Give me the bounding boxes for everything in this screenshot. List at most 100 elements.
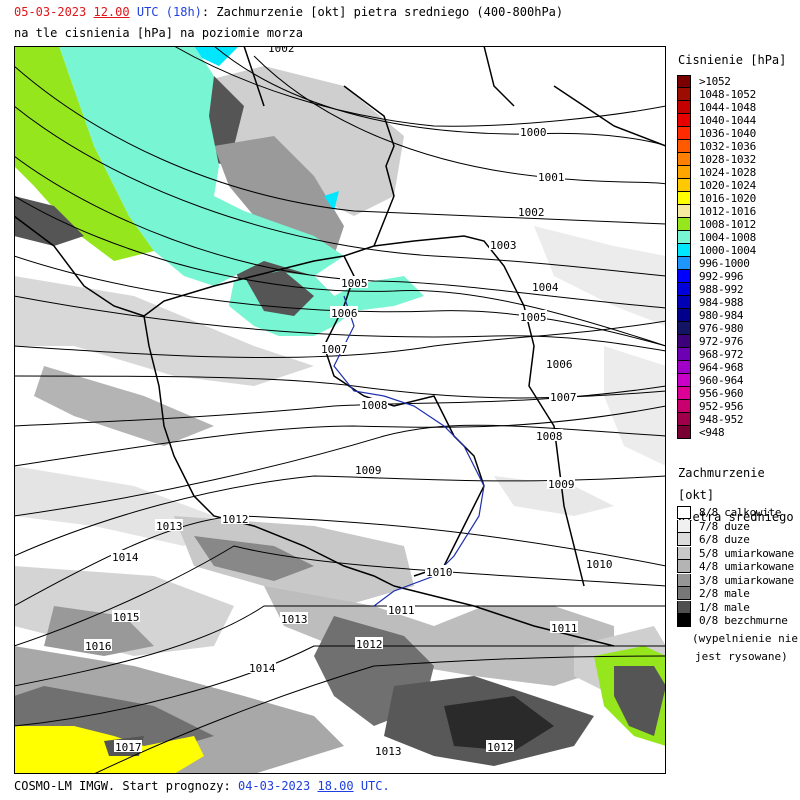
legend-label: 1032-1036 bbox=[699, 140, 756, 153]
legend-item: 1008-1012 bbox=[677, 218, 797, 231]
isobar-label: 1014 bbox=[249, 662, 276, 675]
legend-swatch bbox=[677, 192, 691, 205]
legend-item: 988-992 bbox=[677, 283, 797, 296]
legend-swatch bbox=[677, 166, 691, 179]
legend-label: 6/8 duze bbox=[699, 533, 750, 547]
legend-item: 956-960 bbox=[677, 387, 797, 400]
valid-time: 12.00 bbox=[93, 5, 130, 19]
valid-date: 05-03-2023 bbox=[14, 5, 87, 19]
legend-swatch bbox=[677, 205, 691, 218]
isobar-label: 1008 bbox=[536, 430, 563, 443]
legend-label: 1004-1008 bbox=[699, 231, 756, 244]
legend-swatch bbox=[677, 244, 691, 257]
footer-model: COSMO-LM IMGW. Start prognozy: bbox=[14, 779, 231, 793]
isobar-label: 1002 bbox=[268, 46, 295, 55]
isobar-label: 1014 bbox=[112, 551, 139, 564]
legend-swatch bbox=[677, 283, 691, 296]
isobar-label: 1008 bbox=[361, 399, 388, 412]
legend-item: 8/8 calkowite bbox=[677, 506, 800, 520]
isobar-label: 1003 bbox=[490, 239, 517, 252]
isobar-label: 1010 bbox=[426, 566, 453, 579]
footer-start-time: 18.00 bbox=[317, 779, 354, 793]
isobar-label: 1011 bbox=[388, 604, 415, 617]
legend-item: 948-952 bbox=[677, 413, 797, 426]
isobar-label: 1000 bbox=[520, 126, 547, 139]
legend-swatch bbox=[677, 387, 691, 400]
legend-swatch bbox=[677, 374, 691, 387]
isobar-labels: 1002 1000 1001 1002 1003 1004 1005 1005 … bbox=[84, 46, 613, 758]
legend-label: 1044-1048 bbox=[699, 101, 756, 114]
legend-label: 4/8 umiarkowane bbox=[699, 560, 794, 574]
legend-item: 1012-1016 bbox=[677, 205, 797, 218]
legend-label: 1012-1016 bbox=[699, 205, 756, 218]
legend-swatch bbox=[677, 179, 691, 192]
legend-swatch bbox=[677, 88, 691, 101]
cloud-legend-title: Zachmurzenie [okt] pietra sredniego bbox=[678, 462, 798, 528]
legend-item: 1044-1048 bbox=[677, 101, 797, 114]
legend-item: 3/8 umiarkowane bbox=[677, 573, 800, 588]
legend-label: 984-988 bbox=[699, 296, 744, 309]
legend-item: 996-1000 bbox=[677, 257, 797, 270]
legend-item: 1004-1008 bbox=[677, 231, 797, 244]
legend-label: 976-980 bbox=[699, 322, 744, 335]
legend-label: 956-960 bbox=[699, 387, 744, 400]
cloud-legend-note-line2: jest rysowane) bbox=[695, 650, 788, 663]
isobar-label: 1001 bbox=[538, 171, 565, 184]
legend-swatch bbox=[677, 519, 691, 533]
legend-swatch bbox=[677, 400, 691, 413]
legend-swatch bbox=[677, 218, 691, 231]
isobar-label: 1016 bbox=[85, 640, 112, 653]
legend-swatch bbox=[677, 587, 691, 601]
legend-item: 1028-1032 bbox=[677, 153, 797, 166]
legend-label: 1048-1052 bbox=[699, 88, 756, 101]
utc-label: UTC bbox=[136, 5, 159, 19]
isobar-label: 1005 bbox=[520, 311, 547, 324]
legend-label: 1028-1032 bbox=[699, 153, 756, 166]
legend-swatch bbox=[677, 533, 691, 547]
legend-item: 1016-1020 bbox=[677, 192, 797, 205]
isobar-label: 1004 bbox=[532, 281, 559, 294]
legend-label: 7/8 duze bbox=[699, 519, 750, 533]
legend-item: 972-976 bbox=[677, 335, 797, 348]
map-title: 05-03-2023 12.00 UTC (18h): Zachmurzenie… bbox=[14, 5, 563, 19]
isobar-label: 1009 bbox=[355, 464, 382, 477]
legend-label: 1016-1020 bbox=[699, 192, 756, 205]
legend-swatch bbox=[677, 361, 691, 374]
legend-swatch bbox=[677, 127, 691, 140]
legend-label: 964-968 bbox=[699, 361, 744, 374]
legend-label: 968-972 bbox=[699, 348, 744, 361]
cloud-legend-title-line1: Zachmurzenie [okt] bbox=[678, 466, 765, 502]
isobars bbox=[14, 46, 666, 774]
legend-swatch bbox=[677, 322, 691, 335]
map-frame bbox=[14, 46, 666, 774]
isobar-label: 1006 bbox=[331, 307, 358, 320]
legend-label: 996-1000 bbox=[699, 257, 750, 270]
legend-item: 968-972 bbox=[677, 348, 797, 361]
legend-item: 984-988 bbox=[677, 296, 797, 309]
cloud-legend: 8/8 calkowite 7/8 duze 6/8 duze 5/8 umiarko… bbox=[677, 506, 800, 628]
isobar-label: 1013 bbox=[156, 520, 183, 533]
legend-label: <948 bbox=[699, 426, 725, 439]
legend-swatch bbox=[677, 335, 691, 348]
pressure-legend-title: Cisnienie [hPa] bbox=[678, 53, 787, 67]
legend-item: 1000-1004 bbox=[677, 244, 797, 257]
legend-label: 8/8 calkowite bbox=[699, 506, 782, 520]
footer-start-date: 04-03-2023 bbox=[237, 779, 311, 793]
legend-item: 1/8 male bbox=[677, 600, 800, 615]
legend-label: 1008-1012 bbox=[699, 218, 756, 231]
legend-item: 7/8 duze bbox=[677, 519, 800, 534]
legend-label: 992-996 bbox=[699, 270, 744, 283]
isobar-label: 1013 bbox=[375, 745, 402, 758]
legend-swatch bbox=[677, 114, 691, 127]
isobar-label: 1012 bbox=[487, 741, 514, 754]
legend-item: 1036-1040 bbox=[677, 127, 797, 140]
legend-item: 992-996 bbox=[677, 270, 797, 283]
legend-item: 1040-1044 bbox=[677, 114, 797, 127]
legend-item: 952-956 bbox=[677, 400, 797, 413]
cloud-legend-note: (wypelnienie nie jest rysowane) bbox=[692, 630, 798, 666]
legend-label: 0/8 bezchmurne bbox=[699, 614, 788, 628]
legend-swatch bbox=[677, 413, 691, 426]
footer: COSMO-LM IMGW. Start prognozy: 04-03-202… bbox=[14, 779, 390, 793]
legend-item: 5/8 umiarkowane bbox=[677, 546, 800, 561]
isobar-label: 1009 bbox=[548, 478, 575, 491]
